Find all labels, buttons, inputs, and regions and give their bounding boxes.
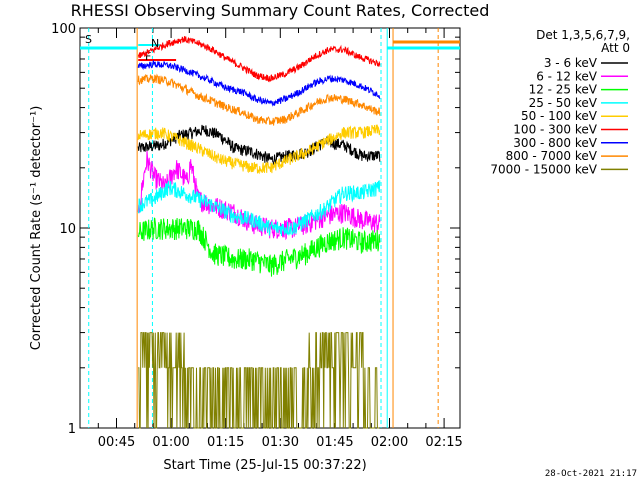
legend-entry-label: 800 - 7000 keV: [506, 149, 598, 163]
series-line-7: [137, 59, 381, 107]
legend-entry-label: 12 - 25 keV: [529, 83, 598, 97]
x-tick-label: 00:45: [98, 435, 135, 450]
x-tick-label: 01:30: [262, 435, 299, 450]
series-line-6: [137, 36, 381, 83]
x-tick-label: 02:15: [425, 435, 462, 450]
x-tick-label: 01:45: [316, 435, 353, 450]
series-line-3: [137, 217, 381, 277]
generated-timestamp: 28-Oct-2021 21:17: [545, 469, 637, 479]
legend-entry-label: 100 - 300 keV: [513, 123, 597, 137]
legend-entry-label: 50 - 100 keV: [521, 109, 598, 123]
legend-entry-label: 300 - 800 keV: [513, 136, 597, 150]
series-line-1: [137, 124, 381, 165]
flag-label: N: [151, 37, 159, 50]
x-axis-label: Start Time (25-Jul-15 00:37:22): [163, 458, 366, 473]
y-tick-label: 100: [51, 22, 76, 37]
legend-header-line-2: Att 0: [601, 41, 630, 55]
y-axis-label: Corrected Count Rate (s⁻¹ detector⁻¹): [29, 106, 44, 351]
legend-header-line-1: Det 1,3,5,6,7,9,: [536, 28, 630, 42]
series-line-8: [137, 73, 381, 126]
legend-entry-label: 25 - 50 keV: [529, 96, 598, 110]
x-tick-label: 01:15: [207, 435, 244, 450]
y-tick-label: 1: [68, 422, 76, 437]
series-line-5: [137, 124, 381, 175]
flag-label: S: [85, 33, 92, 46]
x-tick-label: 01:00: [152, 435, 189, 450]
y-tick-label: 10: [59, 222, 76, 237]
chart-title: RHESSI Observing Summary Count Rates, Co…: [71, 1, 490, 20]
series-line-9: [138, 332, 380, 429]
legend-entry-label: 6 - 12 keV: [536, 69, 598, 83]
legend-entry-label: 3 - 6 keV: [544, 56, 598, 70]
x-tick-label: 02:00: [371, 435, 408, 450]
flag-label: F: [145, 50, 151, 63]
legend-entry-label: 7000 - 15000 keV: [490, 162, 597, 176]
series-line-4: [137, 180, 381, 237]
plot-area: 1 10 100 00:45 01:00 01:15 01:30 01:45 02:00 02:1…: [51, 22, 463, 450]
